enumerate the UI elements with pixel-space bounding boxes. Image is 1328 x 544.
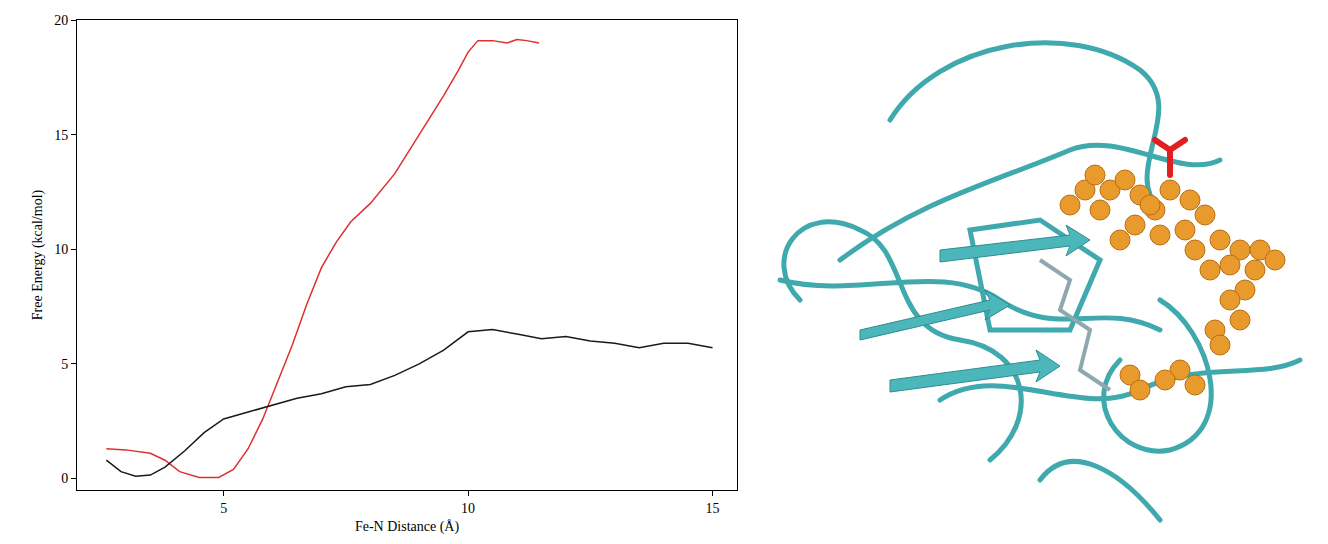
svg-text:Free Energy (kcal/mol): Free Energy (kcal/mol) xyxy=(30,189,46,320)
svg-text:20: 20 xyxy=(54,13,68,28)
svg-text:15: 15 xyxy=(54,128,68,143)
svg-text:0: 0 xyxy=(61,471,68,486)
svg-text:5: 5 xyxy=(220,501,227,516)
svg-text:Fe-N Distance (Å): Fe-N Distance (Å) xyxy=(355,519,460,535)
svg-text:10: 10 xyxy=(54,242,68,257)
svg-text:10: 10 xyxy=(461,501,475,516)
svg-text:15: 15 xyxy=(706,501,720,516)
svg-text:5: 5 xyxy=(61,357,68,372)
